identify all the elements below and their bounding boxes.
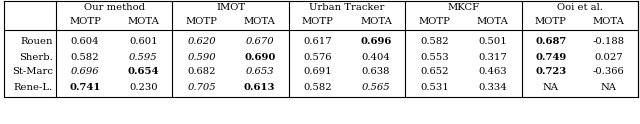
Text: -0.188: -0.188 — [593, 37, 625, 46]
Text: NA: NA — [601, 82, 617, 92]
Text: 0.723: 0.723 — [535, 67, 566, 77]
Text: 0.670: 0.670 — [245, 37, 274, 46]
Text: 0.687: 0.687 — [535, 37, 566, 46]
Text: 0.705: 0.705 — [187, 82, 216, 92]
Text: MKCF: MKCF — [447, 3, 479, 13]
Text: 0.582: 0.582 — [303, 82, 332, 92]
Text: 0.613: 0.613 — [244, 82, 275, 92]
Text: 0.741: 0.741 — [69, 82, 100, 92]
Text: St-Marc: St-Marc — [12, 67, 53, 77]
Text: Urban Tracker: Urban Tracker — [309, 3, 385, 13]
Text: 0.565: 0.565 — [362, 82, 390, 92]
Text: Rouen: Rouen — [20, 37, 53, 46]
Text: 0.595: 0.595 — [129, 52, 157, 62]
Text: 0.690: 0.690 — [244, 52, 275, 62]
Text: 0.617: 0.617 — [303, 37, 332, 46]
Text: 0.620: 0.620 — [187, 37, 216, 46]
Text: MOTP: MOTP — [535, 16, 566, 26]
Text: 0.334: 0.334 — [478, 82, 507, 92]
Text: MOTA: MOTA — [244, 16, 276, 26]
Text: NA: NA — [543, 82, 559, 92]
Text: Ooi et al.: Ooi et al. — [557, 3, 603, 13]
Text: Our method: Our method — [84, 3, 145, 13]
Text: 0.653: 0.653 — [245, 67, 274, 77]
Text: 0.654: 0.654 — [127, 67, 159, 77]
Text: MOTA: MOTA — [360, 16, 392, 26]
Text: 0.604: 0.604 — [71, 37, 99, 46]
Text: MOTA: MOTA — [477, 16, 508, 26]
Text: -0.366: -0.366 — [593, 67, 625, 77]
Text: 0.501: 0.501 — [478, 37, 507, 46]
Text: 0.749: 0.749 — [535, 52, 566, 62]
Text: MOTP: MOTP — [419, 16, 450, 26]
Text: 0.230: 0.230 — [129, 82, 157, 92]
Text: 0.582: 0.582 — [71, 52, 99, 62]
Text: Rene-L.: Rene-L. — [14, 82, 53, 92]
Text: 0.027: 0.027 — [595, 52, 623, 62]
Text: 0.601: 0.601 — [129, 37, 157, 46]
Text: 0.576: 0.576 — [303, 52, 332, 62]
Text: MOTA: MOTA — [127, 16, 159, 26]
Text: 0.531: 0.531 — [420, 82, 449, 92]
Text: 0.463: 0.463 — [478, 67, 507, 77]
Text: MOTA: MOTA — [593, 16, 625, 26]
Text: 0.652: 0.652 — [420, 67, 449, 77]
Text: 0.696: 0.696 — [71, 67, 99, 77]
Text: 0.682: 0.682 — [188, 67, 216, 77]
Text: 0.553: 0.553 — [420, 52, 449, 62]
Text: MOTP: MOTP — [302, 16, 334, 26]
Text: IMOT: IMOT — [216, 3, 245, 13]
Text: 0.582: 0.582 — [420, 37, 449, 46]
Text: 0.404: 0.404 — [362, 52, 390, 62]
Text: 0.696: 0.696 — [360, 37, 392, 46]
Text: 0.317: 0.317 — [478, 52, 507, 62]
Text: 0.691: 0.691 — [303, 67, 332, 77]
Text: 0.590: 0.590 — [187, 52, 216, 62]
Text: MOTP: MOTP — [69, 16, 101, 26]
Text: MOTP: MOTP — [186, 16, 218, 26]
Text: 0.638: 0.638 — [362, 67, 390, 77]
Text: Sherb.: Sherb. — [19, 52, 53, 62]
